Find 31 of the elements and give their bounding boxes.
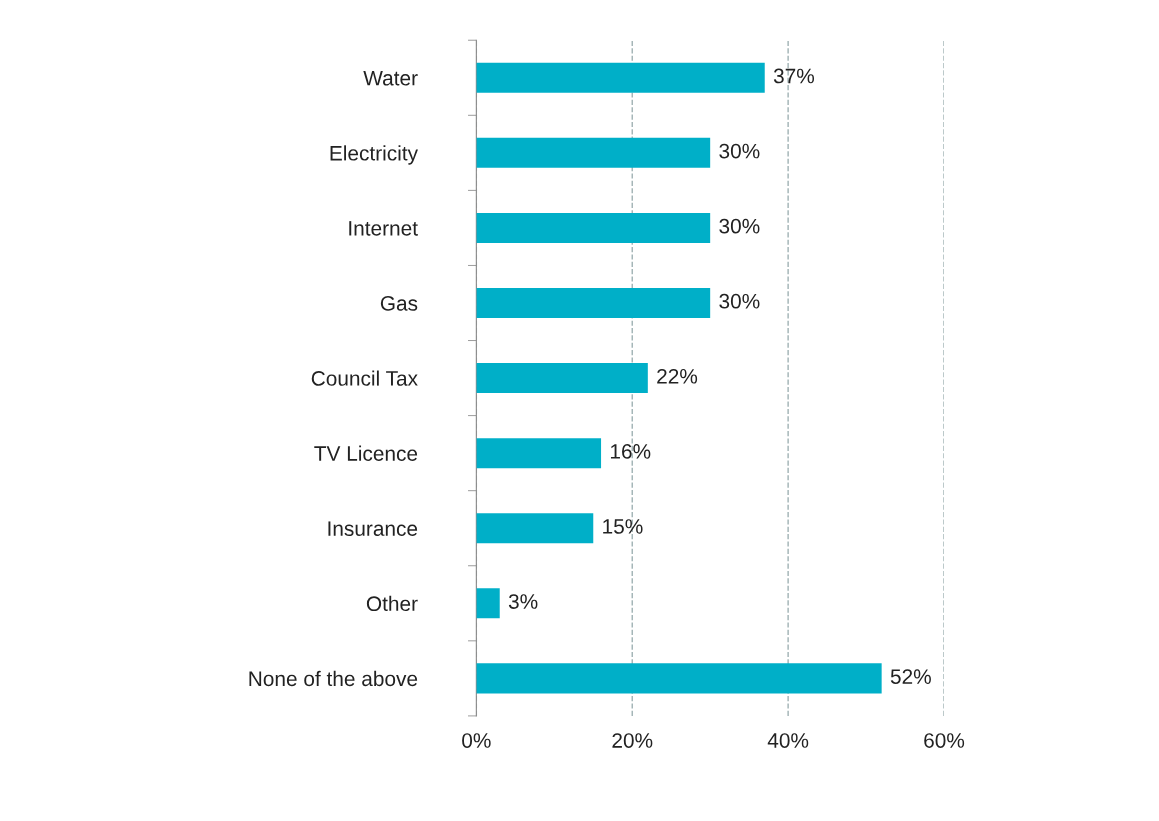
- data-label: 30%: [719, 143, 760, 159]
- bar: [476, 212, 711, 243]
- bar: [476, 363, 648, 394]
- bar: [476, 513, 594, 544]
- bar: [476, 663, 882, 694]
- data-label: 52%: [890, 669, 931, 684]
- x-tick-label: 0%: [462, 733, 491, 748]
- data-label: 22%: [657, 368, 698, 384]
- y-tick-label: Insurance: [328, 521, 418, 536]
- data-label: 30%: [719, 218, 760, 234]
- data-label: 15%: [603, 519, 643, 534]
- y-tick-label: TV Licence: [314, 445, 418, 461]
- bar: [476, 137, 711, 168]
- y-tick-label: None of the above: [249, 670, 418, 687]
- data-label: 3%: [508, 594, 538, 609]
- y-tick-label: Council Tax: [311, 370, 418, 386]
- data-label: 16%: [610, 443, 651, 459]
- data-label: 30%: [719, 293, 760, 309]
- bar: [476, 588, 500, 619]
- y-tick-label: Internet: [349, 221, 418, 236]
- bar: [476, 62, 765, 93]
- x-tick-label: 40%: [767, 733, 809, 748]
- x-tick-label: 20%: [612, 733, 653, 748]
- bar: [476, 287, 711, 319]
- y-tick-label: Electricity: [330, 145, 418, 165]
- y-tick-label: Water: [363, 70, 418, 86]
- bar: [476, 438, 602, 469]
- x-tick-label: 60%: [924, 733, 965, 748]
- y-tick-label: Gas: [380, 296, 418, 311]
- data-label: 37%: [773, 68, 815, 84]
- y-tick-label: Other: [366, 595, 418, 612]
